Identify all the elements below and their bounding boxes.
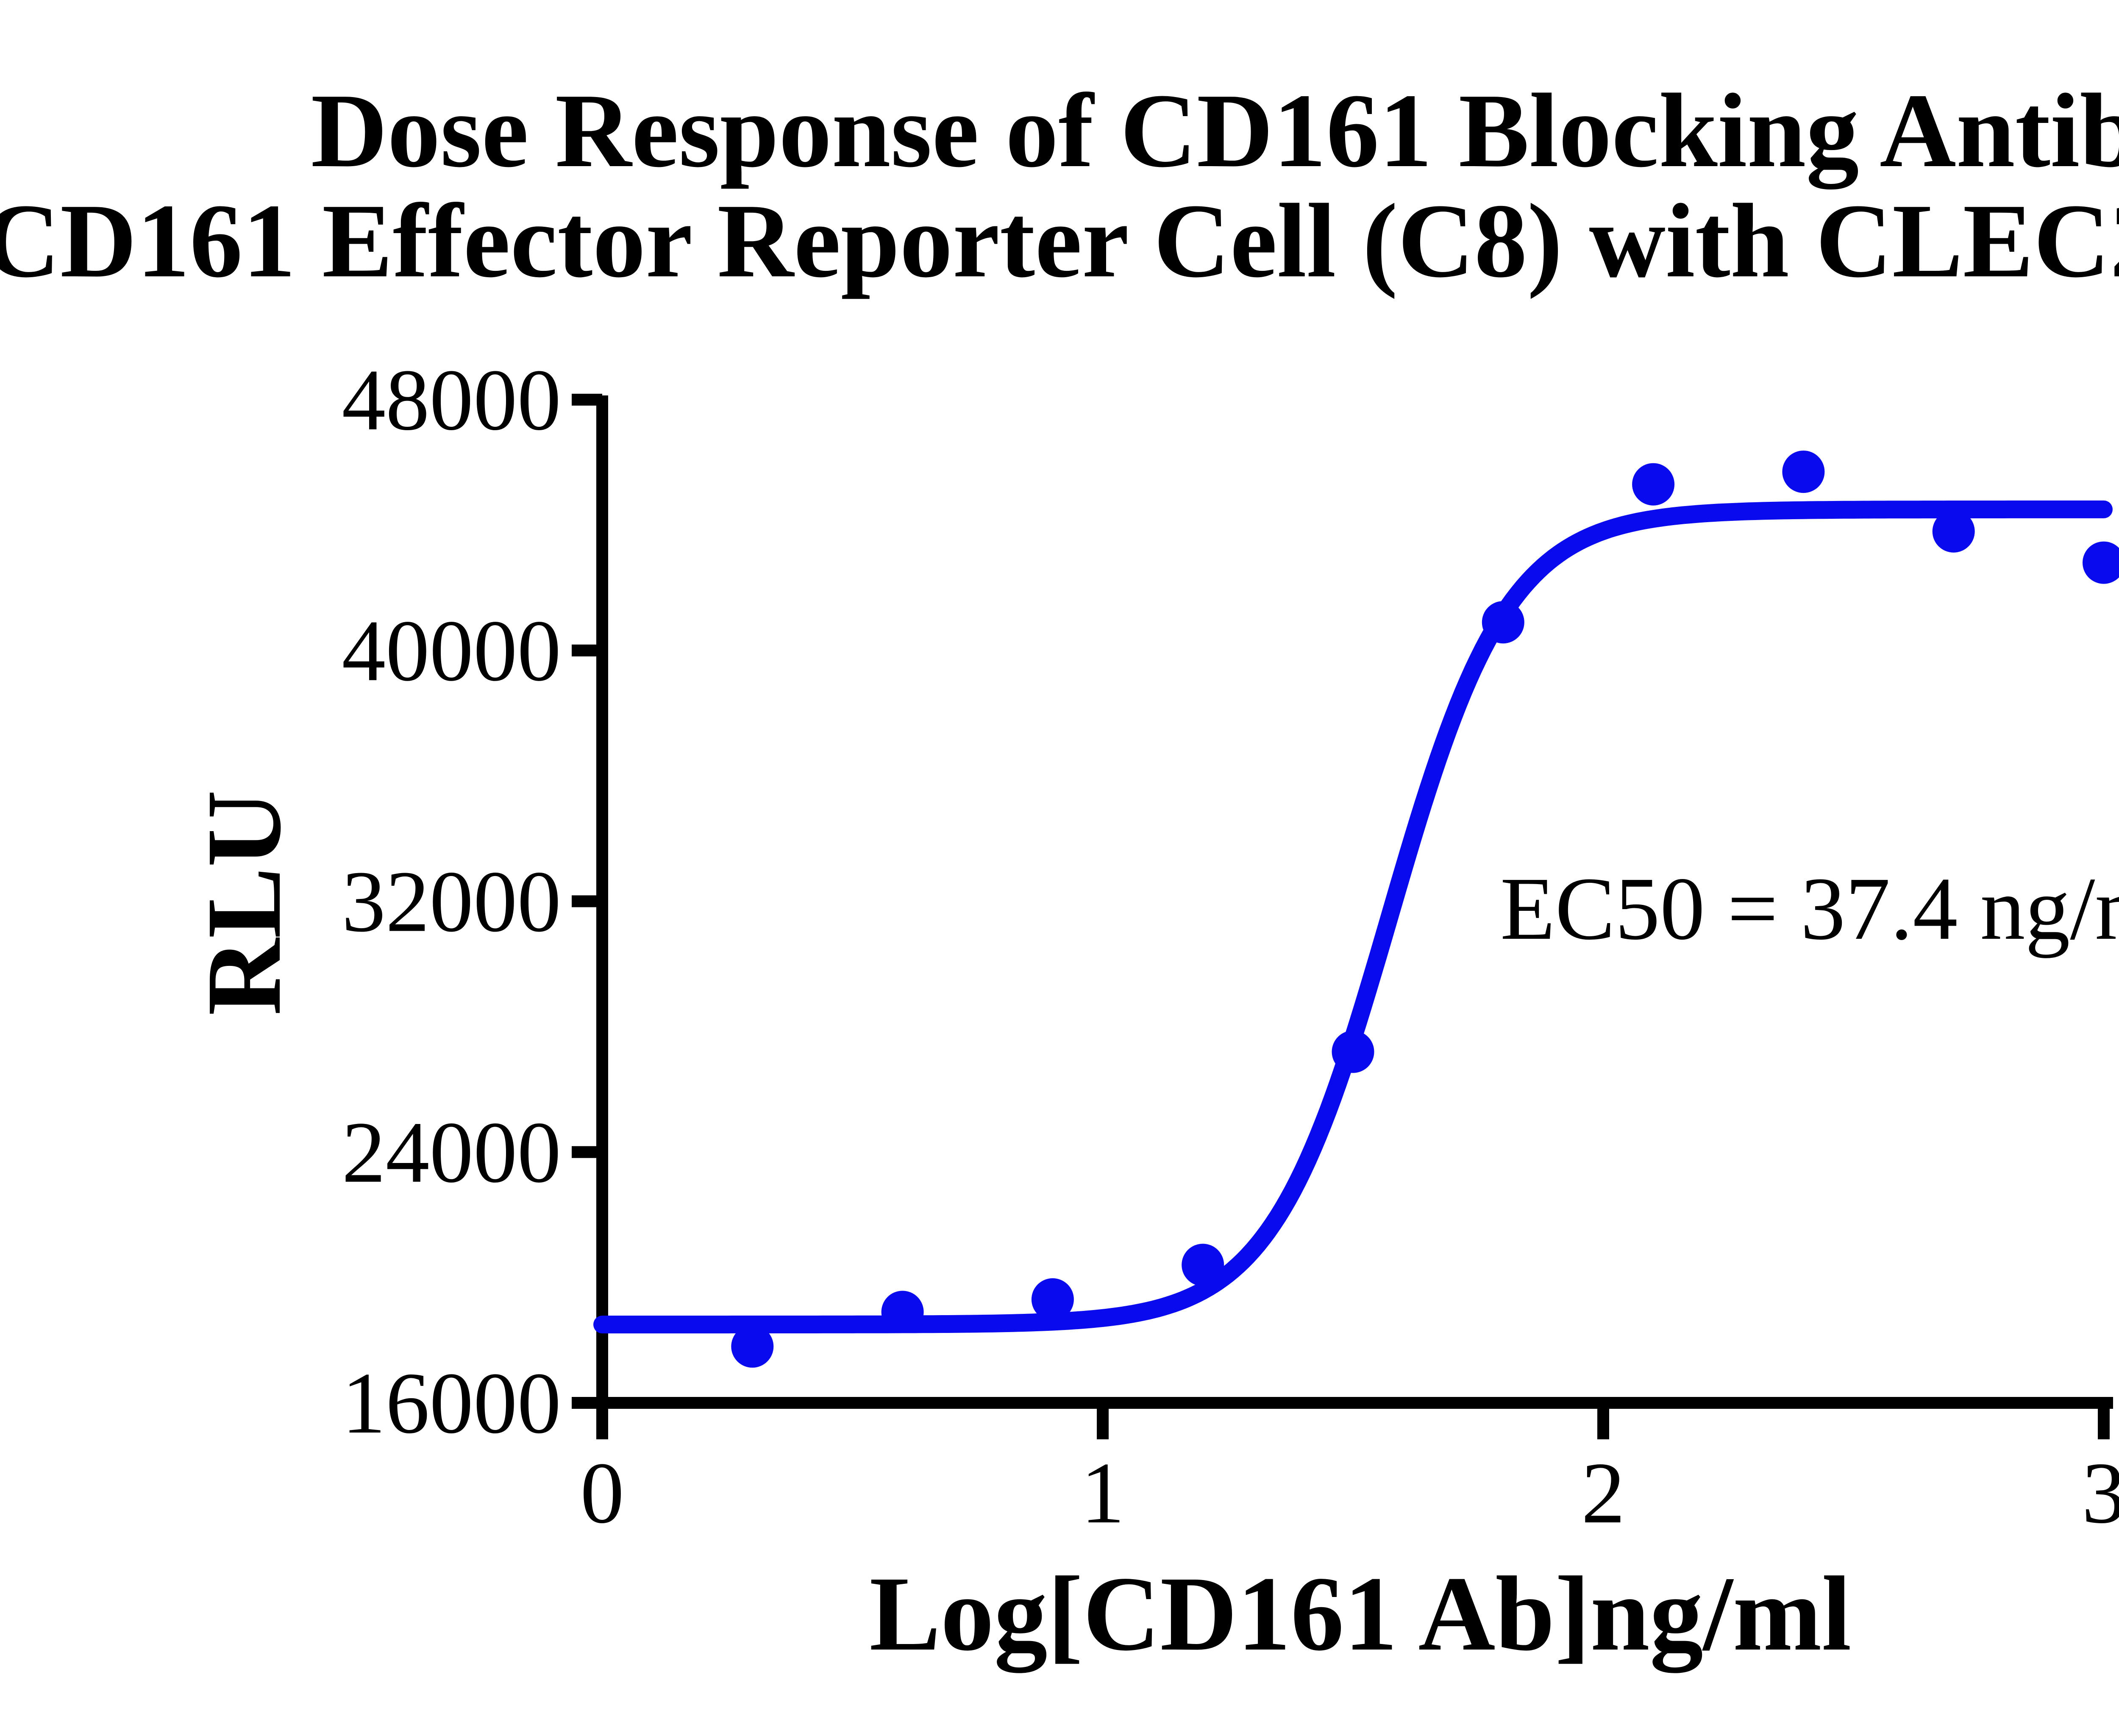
axes: 16000 24000 32000 40000 48000 0 1 2 3 [342,351,2119,1541]
data-point [731,1325,774,1368]
x-tick-label: 3 [2082,1444,2119,1541]
data-point [2083,541,2119,584]
y-axis-title: RLU [184,790,303,1015]
data-point [881,1291,924,1333]
y-tick-label: 24000 [342,1104,562,1201]
y-tick-label: 40000 [342,602,562,699]
x-axis-title: Log[CD161 Ab]ng/ml [869,1554,1851,1673]
x-tick-label: 2 [1581,1444,1625,1541]
y-tick-label: 16000 [342,1355,562,1452]
data-point [1632,463,1675,506]
data-points [731,451,2119,1368]
data-point [1182,1244,1224,1286]
x-tick-label: 1 [1081,1444,1125,1541]
y-tick-label: 48000 [342,351,562,448]
data-point [1332,1030,1374,1073]
y-tick-label: 32000 [342,853,562,950]
data-point [1782,451,1825,493]
chart-title-line1: Dose Response of CD161 Blocking Antibody… [311,72,2119,189]
chart-title: Dose Response of CD161 Blocking Antibody… [0,72,2119,300]
chart-title-line2: CD161 Effector Reporter Cell (C8) with C… [0,182,2119,300]
ec50-annotation: EC50 = 37.4 ng/ml [1500,859,2119,958]
data-point [1932,510,1975,553]
data-point [1031,1278,1074,1321]
x-tick-label: 0 [580,1444,624,1541]
data-point [1482,601,1524,644]
